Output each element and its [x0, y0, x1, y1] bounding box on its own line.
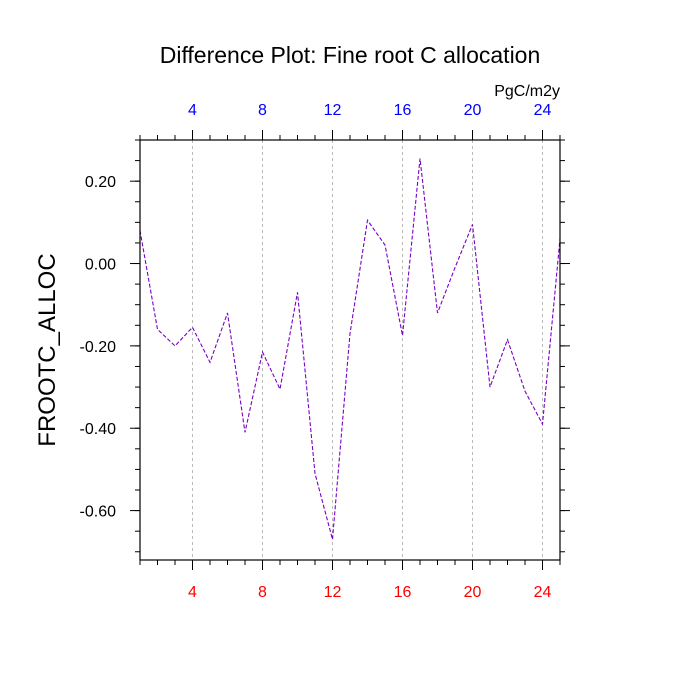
y-tick-label: 0.20	[85, 174, 116, 191]
x-tick-label-top: 20	[464, 102, 482, 119]
data-series	[139, 158, 561, 540]
x-tick-label-bottom: 16	[394, 584, 412, 601]
x-tick-label-bottom: 4	[188, 584, 197, 601]
x-tick-label-bottom: 20	[464, 584, 482, 601]
x-tick-label-top: 16	[394, 102, 412, 119]
y-tick-label: -0.40	[80, 421, 117, 438]
y-tick-label: -0.60	[80, 504, 117, 521]
x-tick-label-bottom: 12	[324, 584, 342, 601]
units-label: PgC/m2y	[494, 83, 560, 100]
plot-frame	[139, 139, 561, 561]
x-tick-label-bottom: 8	[258, 584, 267, 601]
y-axis-label: FROOTC_ALLOC	[34, 253, 61, 446]
grid-lines	[192, 140, 543, 560]
x-tick-label-top: 4	[188, 102, 197, 119]
x-tick-label-top: 12	[324, 102, 342, 119]
x-tick-label-bottom: 24	[534, 584, 552, 601]
y-tick-label: 0.00	[85, 257, 116, 274]
series-line	[139, 158, 561, 540]
x-tick-label-top: 24	[534, 102, 552, 119]
tick-labels: 4 8 12 16 20 24 4 8 12 16 20 24 0.20 0.00 -0.20 -0.40 -0…	[80, 102, 552, 601]
y-tick-label: -0.20	[80, 339, 117, 356]
chart-title: Difference Plot: Fine root C allocation	[160, 42, 541, 68]
x-tick-label-top: 8	[258, 102, 267, 119]
axis-ticks	[130, 130, 570, 570]
